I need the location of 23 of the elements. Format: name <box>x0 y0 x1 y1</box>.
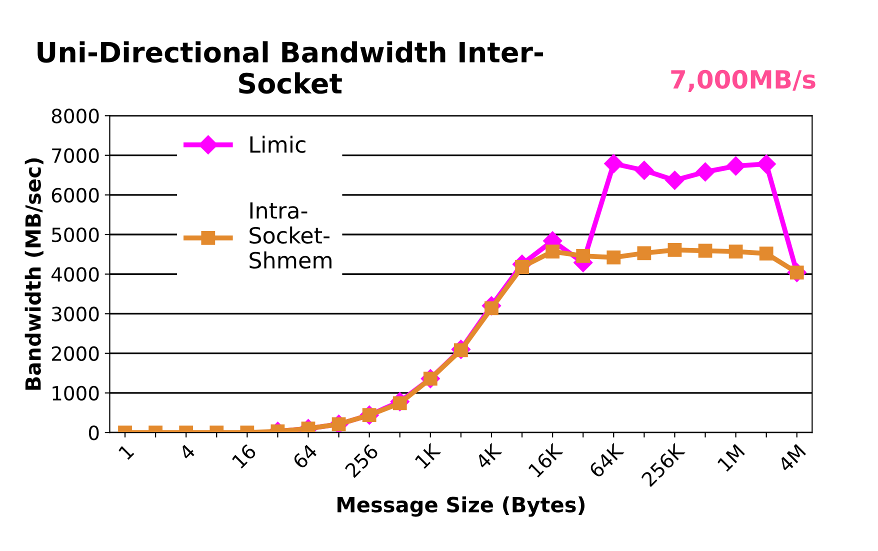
text: 7,000MB/s <box>671 70 816 92</box>
y-tick-label: 7000 <box>52 148 99 163</box>
x-axis-title: Message Size (Bytes) <box>338 496 584 517</box>
legend-label: Intra- Socket- Shmem <box>250 202 332 269</box>
y-tick-label: 8000 <box>52 108 99 124</box>
chart-title: Uni-Directional Bandwidth Inter- Socket <box>38 41 543 94</box>
y-tick-label: 2000 <box>52 346 99 361</box>
y-axis-title: Bandwidth (MB/sec) <box>24 158 44 390</box>
x-tick-label: 1 <box>118 444 134 460</box>
y-tick-label: 3000 <box>52 306 99 322</box>
x-tick-label: 4K <box>474 442 502 470</box>
x-tick-label: 1M <box>717 444 745 472</box>
legend-label: Limic <box>250 136 306 153</box>
x-tick-label: 1K <box>414 442 442 469</box>
x-tick-label: 16 <box>231 443 257 469</box>
y-tick-label: 5000 <box>52 227 99 242</box>
y-tick-label: 1000 <box>52 386 99 401</box>
y-tick-label: 6000 <box>52 188 99 203</box>
y-tick-label: 0 <box>88 425 99 440</box>
y-tick-label: 4000 <box>51 267 99 282</box>
x-tick-label: 4 <box>178 443 196 461</box>
x-tick-label: 4M <box>777 444 806 473</box>
x-tick-label: 64 <box>292 443 318 470</box>
